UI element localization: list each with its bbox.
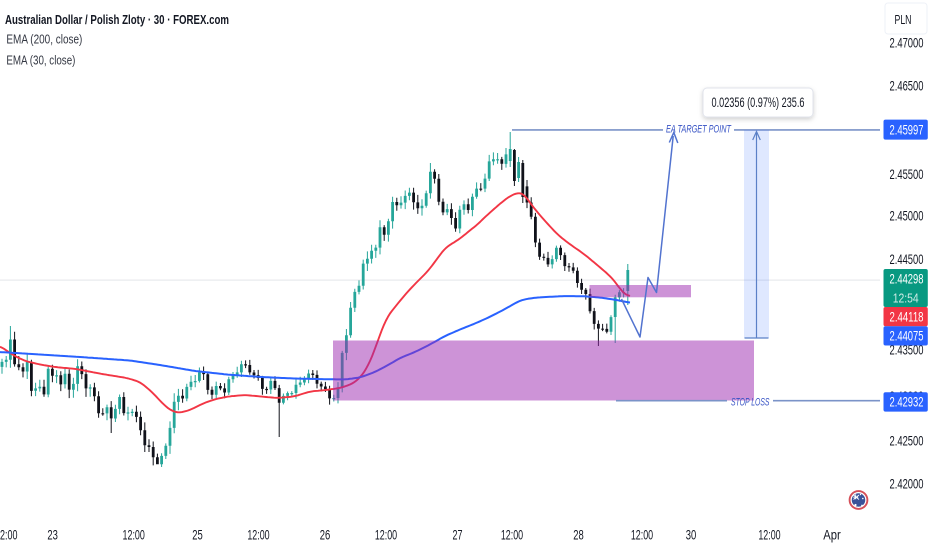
svg-text:2:00: 2:00: [0, 526, 18, 542]
svg-text:2.42932: 2.42932: [890, 394, 924, 410]
svg-text:PLN: PLN: [895, 12, 912, 27]
svg-text:EA TARGET POINT: EA TARGET POINT: [666, 123, 732, 135]
svg-text:28: 28: [573, 526, 584, 542]
svg-text:23: 23: [47, 526, 58, 542]
svg-text:25: 25: [192, 526, 203, 542]
svg-text:12:00: 12:00: [631, 526, 653, 542]
svg-text:2.44298: 2.44298: [890, 270, 924, 286]
svg-text:2.44500: 2.44500: [890, 251, 924, 267]
svg-text:2.45500: 2.45500: [890, 166, 924, 182]
svg-text:EMA (30, close): EMA (30, close): [6, 54, 75, 68]
svg-text:12:00: 12:00: [247, 526, 269, 542]
svg-text:Australian Dollar / Polish Zlo: Australian Dollar / Polish Zloty · 30 · …: [5, 12, 229, 27]
svg-text:2.42500: 2.42500: [890, 433, 924, 449]
svg-text:2.44118: 2.44118: [890, 309, 924, 325]
svg-text:27: 27: [453, 526, 463, 542]
svg-text:2.46500: 2.46500: [890, 78, 924, 94]
svg-text:EMA (200, close): EMA (200, close): [6, 33, 82, 47]
svg-text:Apr: Apr: [823, 526, 841, 542]
svg-text:2.44075: 2.44075: [890, 328, 924, 344]
svg-text:12:00: 12:00: [375, 526, 397, 542]
svg-text:2.45000: 2.45000: [890, 208, 924, 224]
svg-text:2.45997: 2.45997: [890, 122, 924, 138]
svg-text:12:00: 12:00: [123, 526, 145, 542]
svg-text:0.02356 (0.97%) 235.6: 0.02356 (0.97%) 235.6: [712, 94, 805, 110]
svg-text:30: 30: [686, 526, 697, 542]
svg-text:STOP LOSS: STOP LOSS: [731, 397, 770, 409]
svg-text:12:00: 12:00: [758, 526, 780, 542]
svg-text:2.42000: 2.42000: [890, 476, 924, 492]
svg-text:26: 26: [320, 526, 331, 542]
svg-text:12:54: 12:54: [893, 291, 919, 305]
svg-text:12:00: 12:00: [501, 526, 523, 542]
svg-text:2.47000: 2.47000: [890, 35, 924, 51]
